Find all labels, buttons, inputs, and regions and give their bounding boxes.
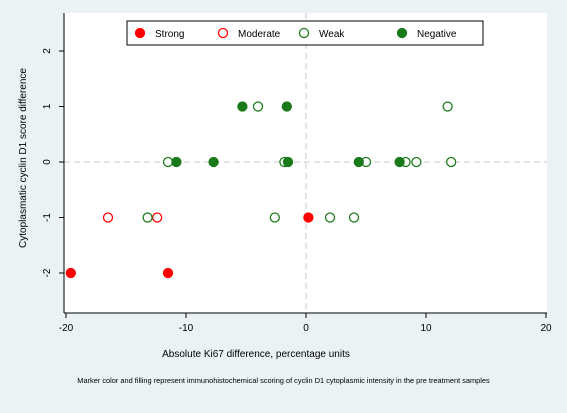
legend-label-weak: Weak — [319, 29, 345, 40]
legend-marker-moderate — [217, 27, 229, 39]
legend: Strong Moderate Weak Negative — [126, 20, 484, 46]
point-negative — [282, 156, 294, 168]
point-negative — [394, 156, 405, 168]
point-weak — [252, 101, 264, 112]
x-tick-label: -20 — [59, 323, 74, 334]
point-strong — [162, 267, 174, 279]
legend-label-strong: Strong — [155, 29, 184, 40]
legend-marker-strong — [134, 27, 146, 39]
point-weak — [446, 156, 457, 168]
x-tick-label: -10 — [179, 323, 194, 334]
point-negative — [171, 156, 182, 168]
point-weak — [348, 212, 360, 223]
point-moderate — [152, 212, 163, 223]
point-negative — [208, 156, 219, 168]
y-tick-label: 2 — [42, 48, 53, 54]
point-moderate — [102, 212, 114, 223]
point-weak — [269, 212, 280, 223]
y-tick-label: -1 — [42, 213, 53, 222]
data-points — [65, 101, 457, 279]
point-weak — [142, 212, 153, 223]
point-negative — [353, 156, 364, 168]
point-weak — [162, 156, 174, 168]
point-strong — [65, 267, 76, 279]
point-weak — [324, 212, 336, 223]
legend-marker-negative — [396, 27, 408, 39]
point-weak — [411, 156, 422, 168]
x-tick-label: 20 — [540, 323, 552, 334]
figure-caption: Marker color and filling represent immun… — [77, 376, 490, 385]
legend-label-negative: Negative — [417, 29, 457, 40]
x-tick-label: 0 — [303, 323, 309, 334]
y-tick-label: -2 — [42, 268, 53, 277]
y-tick-label: 1 — [42, 103, 53, 109]
point-weak — [442, 101, 453, 112]
y-axis-label: Cytoplasmatic cyclin D1 score difference — [18, 68, 29, 248]
reference-lines — [64, 13, 547, 313]
point-strong — [303, 212, 314, 223]
legend-marker-weak — [298, 27, 310, 39]
point-negative — [237, 101, 248, 112]
x-axis-label: Absolute Ki67 difference, percentage uni… — [162, 349, 350, 360]
x-tick-label: 10 — [420, 323, 432, 334]
point-negative — [281, 101, 292, 112]
y-tick-label: 0 — [42, 159, 53, 165]
legend-label-moderate: Moderate — [238, 29, 281, 40]
